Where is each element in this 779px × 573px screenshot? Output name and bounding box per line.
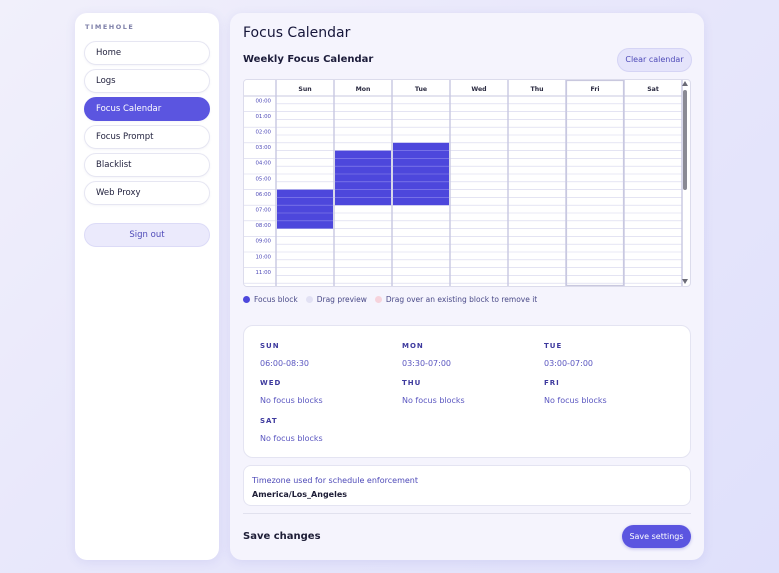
summary-day-label: WED bbox=[260, 379, 282, 387]
scroll-down-icon[interactable] bbox=[682, 279, 688, 284]
day-header-thu: Thu bbox=[530, 86, 543, 93]
summary-day-label: FRI bbox=[544, 379, 560, 387]
sidebar: TIMEHOLE Home Logs Focus Calendar Focus … bbox=[75, 13, 219, 560]
hour-label: 02:00 bbox=[255, 130, 271, 136]
hour-label: 04:00 bbox=[255, 161, 271, 167]
hour-label: 01:00 bbox=[255, 114, 271, 120]
hour-label: 09:00 bbox=[255, 239, 271, 245]
summary-day-label: THU bbox=[402, 379, 422, 387]
hour-label: 08:00 bbox=[255, 223, 271, 229]
nav-item-blacklist[interactable]: Blacklist bbox=[84, 153, 210, 177]
summary-sun: SUN 06:00-08:30 bbox=[260, 342, 309, 368]
calendar-scrollbar[interactable] bbox=[681, 81, 689, 285]
calendar-legend: Focus block Drag preview Drag over an ex… bbox=[243, 295, 537, 304]
legend-label: Drag over an existing block to remove it bbox=[385, 295, 538, 304]
nav-item-logs[interactable]: Logs bbox=[84, 69, 210, 93]
legend-drag-preview: Drag preview bbox=[305, 295, 367, 304]
day-header-fri: Fri bbox=[590, 86, 599, 93]
timezone-value: America/Los_Angeles bbox=[252, 490, 348, 499]
save-settings-button[interactable]: Save settings bbox=[622, 525, 691, 548]
summary-day-value: No focus blocks bbox=[402, 396, 465, 405]
hour-label: 07:00 bbox=[255, 208, 271, 214]
legend-label: Drag preview bbox=[316, 295, 367, 304]
calendar-background bbox=[244, 80, 684, 286]
weekly-calendar-grid[interactable]: Sun Mon Tue Wed Thu Fri Sat 00:00 01:00 02:00 03:0… bbox=[243, 79, 691, 287]
sign-out-button[interactable]: Sign out bbox=[84, 223, 210, 247]
day-header-tue: Tue bbox=[415, 86, 427, 93]
nav-item-home[interactable]: Home bbox=[84, 41, 210, 65]
summary-day-value: No focus blocks bbox=[544, 396, 607, 405]
summary-day-label: MON bbox=[402, 342, 424, 350]
summary-tue: TUE 03:00-07:00 bbox=[544, 342, 593, 368]
summary-day-value: 03:30-07:00 bbox=[402, 359, 451, 368]
nav-item-focus-calendar[interactable]: Focus Calendar bbox=[84, 97, 210, 121]
scroll-thumb[interactable] bbox=[683, 90, 687, 190]
remove-dot-icon bbox=[374, 296, 382, 303]
scroll-up-icon[interactable] bbox=[682, 81, 688, 86]
main-panel: Focus Calendar Weekly Focus Calendar Cle… bbox=[230, 13, 704, 560]
summary-day-label: SAT bbox=[260, 417, 278, 425]
nav-item-focus-prompt[interactable]: Focus Prompt bbox=[84, 125, 210, 149]
summary-fri: FRI No focus blocks bbox=[544, 379, 607, 405]
nav-item-web-proxy[interactable]: Web Proxy bbox=[84, 181, 210, 205]
focus-block-dot-icon bbox=[243, 296, 250, 303]
summary-wed: WED No focus blocks bbox=[260, 379, 323, 405]
legend-remove: Drag over an existing block to remove it bbox=[374, 295, 538, 304]
legend-focus-block: Focus block bbox=[243, 295, 298, 304]
day-header-wed: Wed bbox=[471, 86, 486, 93]
summary-day-value: 06:00-08:30 bbox=[260, 359, 309, 368]
hour-label: 05:00 bbox=[255, 176, 271, 182]
brand-label: TIMEHOLE bbox=[85, 23, 135, 31]
hour-label: 00:00 bbox=[255, 98, 271, 104]
hour-label: 10:00 bbox=[255, 254, 271, 260]
summary-day-value: 03:00-07:00 bbox=[544, 359, 593, 368]
timezone-card: Timezone used for schedule enforcement A… bbox=[243, 465, 691, 506]
timezone-label: Timezone used for schedule enforcement bbox=[252, 476, 418, 485]
summary-day-label: SUN bbox=[260, 342, 280, 350]
hour-label: 03:00 bbox=[255, 145, 271, 151]
legend-label: Focus block bbox=[254, 295, 298, 304]
day-header-sat: Sat bbox=[647, 86, 659, 93]
summary-thu: THU No focus blocks bbox=[402, 379, 465, 405]
clear-calendar-button[interactable]: Clear calendar bbox=[617, 48, 692, 72]
focus-block bbox=[335, 150, 391, 206]
divider bbox=[243, 513, 691, 514]
calendar-svg[interactable]: Sun Mon Tue Wed Thu Fri Sat 00:00 01:00 02:00 03:0… bbox=[244, 80, 684, 286]
summary-mon: MON 03:30-07:00 bbox=[402, 342, 451, 368]
day-header-sun: Sun bbox=[298, 86, 311, 93]
schedule-summary: SUN 06:00-08:30 MON 03:30-07:00 TUE 03:0… bbox=[243, 325, 691, 458]
save-changes-title: Save changes bbox=[243, 531, 321, 542]
day-header-mon: Mon bbox=[356, 86, 371, 93]
summary-day-value: No focus blocks bbox=[260, 434, 323, 443]
summary-day-label: TUE bbox=[544, 342, 563, 350]
hour-label: 06:00 bbox=[255, 192, 271, 198]
hour-label: 11:00 bbox=[255, 270, 271, 276]
focus-block bbox=[277, 189, 333, 229]
section-title: Weekly Focus Calendar bbox=[243, 54, 374, 65]
summary-day-value: No focus blocks bbox=[260, 396, 323, 405]
summary-sat: SAT No focus blocks bbox=[260, 417, 323, 443]
page-title: Focus Calendar bbox=[243, 25, 351, 41]
drag-preview-dot-icon bbox=[305, 296, 313, 303]
